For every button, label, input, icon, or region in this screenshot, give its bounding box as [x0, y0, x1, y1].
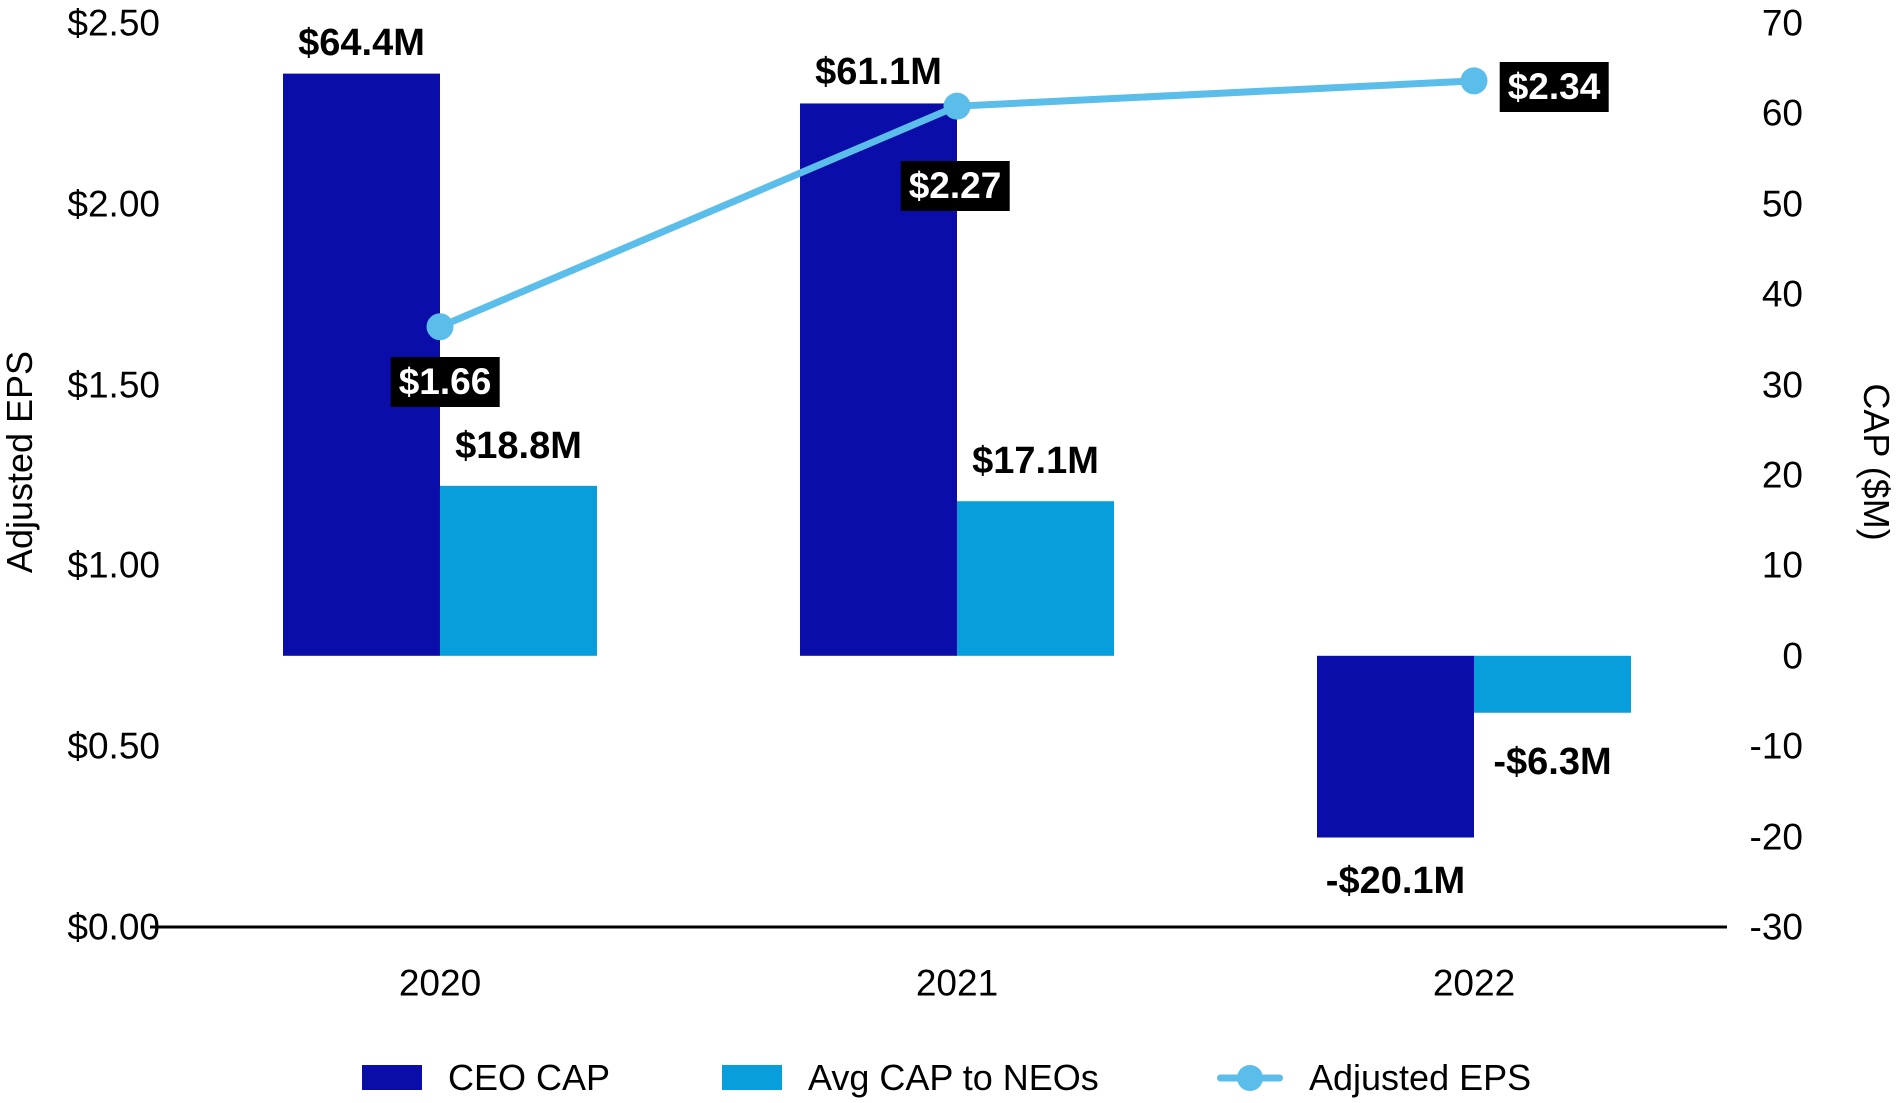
right-axis-tick-label: 30	[1761, 364, 1803, 406]
avg-cap-neos-value-label: -$6.3M	[1493, 740, 1612, 783]
right-axis-tick-label: 50	[1761, 183, 1803, 225]
adjusted-eps-marker-dot	[1237, 1064, 1263, 1091]
adjusted-eps-marker-icon	[1217, 1064, 1283, 1092]
right-axis-tick-label: 60	[1761, 92, 1803, 134]
ceo-cap-swatch-icon	[362, 1065, 422, 1090]
bar-ceo-cap-2022	[1317, 655, 1474, 838]
x-axis-label: 2020	[398, 962, 482, 1004]
left-axis-title: Adjusted EPS	[0, 350, 40, 574]
bar-avg-cap-neos-2022	[1474, 655, 1631, 713]
legend-label-ceo-cap: CEO CAP	[448, 1056, 611, 1098]
ceo-cap-value-label: $61.1M	[815, 51, 942, 94]
legend: CEO CAP Avg CAP to NEOs Adjusted EPS	[0, 1052, 1899, 1103]
right-axis-tick-label: -30	[1749, 906, 1803, 948]
bar-avg-cap-neos-2021	[957, 501, 1114, 656]
legend-item-ceo-cap: CEO CAP	[362, 1052, 610, 1103]
adjusted-eps-value-label: $2.27	[900, 161, 1010, 212]
left-axis-tick-label: $2.00	[67, 183, 160, 225]
adjusted-eps-point-2020	[426, 313, 454, 341]
right-axis-tick-label: 70	[1761, 2, 1803, 44]
right-axis-tick-label: 10	[1761, 544, 1803, 586]
legend-label-avg-cap-neos: Avg CAP to NEOs	[808, 1056, 1099, 1098]
right-axis-tick-label: 20	[1761, 454, 1803, 496]
adjusted-eps-value-label: $1.66	[390, 356, 500, 407]
avg-cap-neos-swatch-icon	[722, 1065, 782, 1090]
x-axis-label: 2021	[915, 962, 999, 1004]
right-axis-tick-label: 0	[1782, 635, 1803, 677]
adjusted-eps-value-label: $2.34	[1499, 61, 1609, 112]
right-axis-tick-label: -10	[1749, 725, 1803, 767]
left-axis-tick-label: $0.00	[67, 906, 160, 948]
x-axis-label: 2022	[1432, 962, 1516, 1004]
ceo-cap-value-label: -$20.1M	[1325, 859, 1466, 902]
right-axis-tick-label: -20	[1749, 816, 1803, 858]
legend-item-avg-cap-neos: Avg CAP to NEOs	[722, 1052, 1099, 1103]
right-axis-title: CAP ($M)	[1856, 383, 1897, 541]
left-axis-tick-label: $1.00	[67, 544, 160, 586]
legend-label-adjusted-eps: Adjusted EPS	[1309, 1056, 1532, 1098]
left-axis-tick-label: $2.50	[67, 2, 160, 44]
left-axis-tick-label: $1.50	[67, 364, 160, 406]
avg-cap-neos-value-label: $17.1M	[972, 440, 1099, 483]
bar-avg-cap-neos-2020	[440, 485, 597, 656]
right-axis-tick-label: 40	[1761, 273, 1803, 315]
avg-cap-neos-value-label: $18.8M	[455, 424, 582, 467]
left-axis-tick-label: $0.50	[67, 725, 160, 767]
adjusted-eps-point-2021	[943, 92, 971, 120]
adjusted-eps-point-2022	[1460, 67, 1488, 95]
ceo-cap-value-label: $64.4M	[298, 21, 425, 64]
legend-item-adjusted-eps: Adjusted EPS	[1217, 1052, 1531, 1103]
